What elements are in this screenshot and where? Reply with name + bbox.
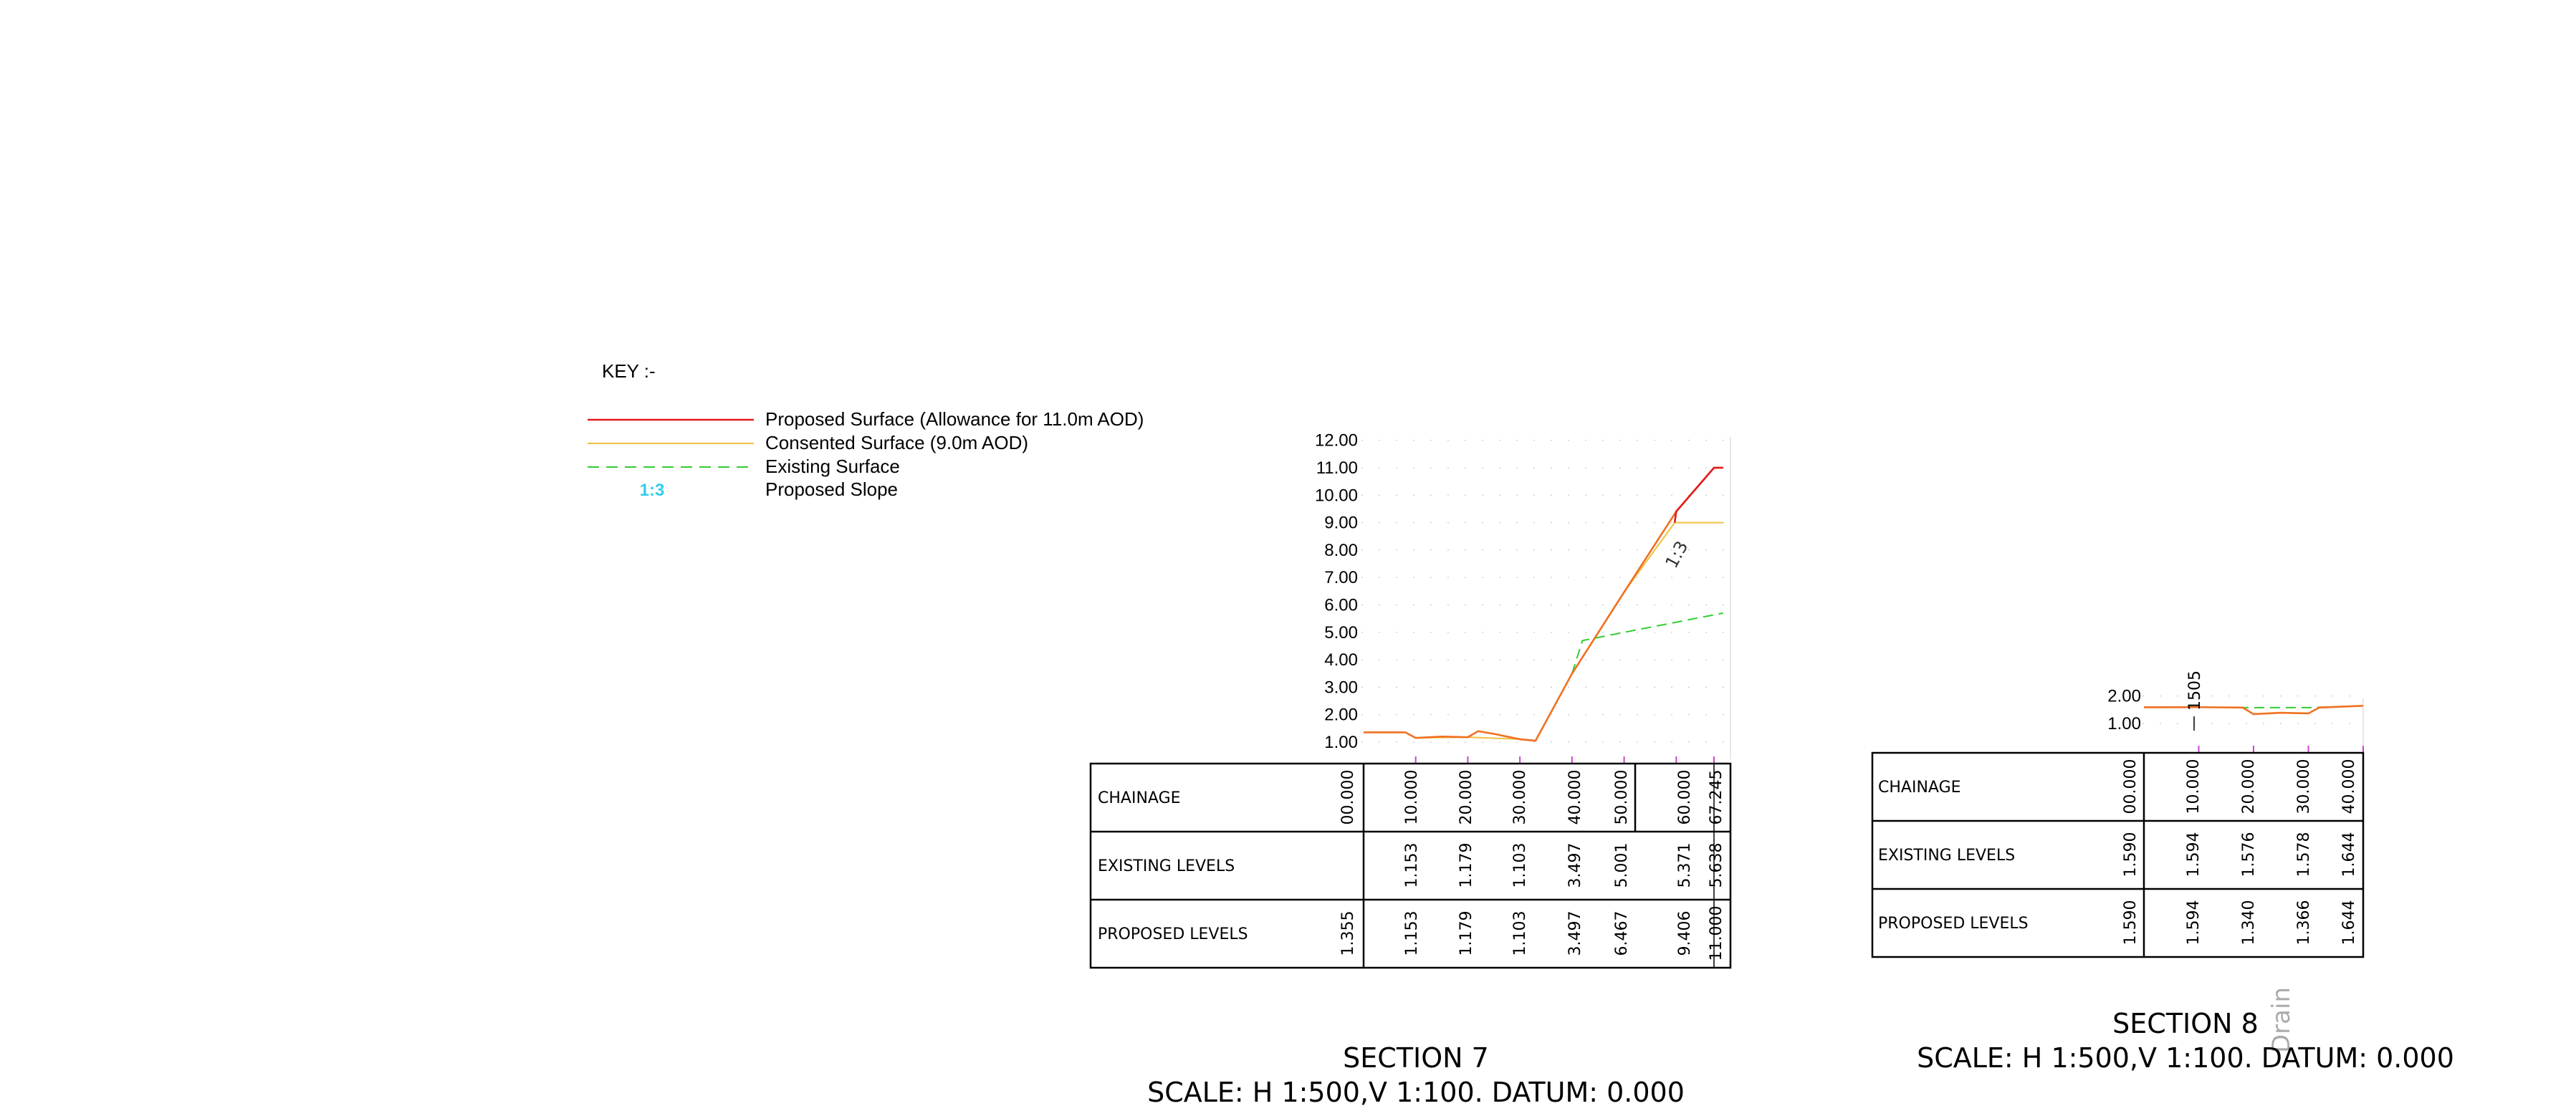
existing-levels-value: 1.153 [1403, 843, 1421, 888]
proposed-surface-upper-line [1673, 466, 1723, 523]
existing-levels-value: 1.576 [2240, 832, 2258, 877]
chainage-value: 20.000 [2240, 759, 2258, 814]
chainage-value: 10.000 [1403, 770, 1421, 825]
proposed-levels-value: 1.366 [2295, 900, 2313, 946]
chainage-value: 10.000 [2185, 759, 2203, 814]
proposed-levels-value: 6.467 [1613, 911, 1631, 956]
y-tick-label: 11.00 [1316, 458, 1358, 478]
y-tick-label: 1.00 [2107, 714, 2141, 733]
proposed-levels-value: 1.590 [2122, 900, 2140, 946]
key-consented-label: Consented Surface (9.0m AOD) [765, 432, 1028, 453]
section-7-title: SECTION 7 [1343, 1042, 1489, 1074]
y-tick-label: 2.00 [2107, 687, 2141, 706]
y-tick-label: 10.00 [1315, 486, 1358, 505]
y-tick-label: 12.00 [1315, 431, 1358, 451]
section-8-table-values: 00.000 10.000 20.000 30.000 40.000 1.590 1.594… [2122, 759, 2358, 946]
section-7-table-frame [1089, 762, 1732, 969]
section-8-proposed-label: PROPOSED LEVELS [1878, 915, 2029, 933]
y-tick-label: 4.00 [1324, 650, 1358, 670]
existing-levels-value: 3.497 [1566, 843, 1584, 888]
y-tick-label: 6.00 [1324, 596, 1358, 615]
existing-levels-value: 5.001 [1613, 843, 1631, 888]
proposed-levels-value: 1.644 [2340, 900, 2358, 946]
existing-levels-value: 1.644 [2340, 832, 2358, 877]
section-7-table: CHAINAGE EXISTING LEVELS PROPOSED LEVELS… [1089, 762, 1732, 969]
key-title: KEY :- [602, 360, 656, 382]
key-legend: KEY :- Proposed Surface (Allowance for 1… [588, 360, 1144, 500]
proposed-surface-line [1364, 466, 1723, 742]
y-tick-label: 9.00 [1324, 514, 1358, 533]
section-8-y-axis: 1.00 2.00 [2107, 687, 2141, 733]
chainage-value: 40.000 [1566, 770, 1584, 825]
section-7: 1.00 2.00 3.00 4.00 5.00 6.00 7.00 8.00 9.00 10.0… [1089, 431, 1732, 1108]
existing-levels-value: 1.594 [2185, 832, 2203, 877]
chainage-value: 30.000 [2295, 759, 2313, 814]
existing-levels-value: 1.103 [1511, 843, 1529, 888]
proposed-levels-value: 1.103 [1511, 911, 1529, 956]
y-tick-label: 5.00 [1324, 623, 1358, 643]
section-8-chainage-label: CHAINAGE [1878, 779, 1961, 797]
section-7-scale: SCALE: H 1:500,V 1:100. DATUM: 0.000 [1147, 1077, 1685, 1108]
chainage-value: 20.000 [1457, 770, 1475, 825]
chainage-value: 40.000 [2340, 759, 2358, 814]
section-7-chainage-label: CHAINAGE [1098, 789, 1181, 807]
chainage-value: 60.000 [1676, 770, 1694, 825]
existing-levels-value: 1.179 [1457, 843, 1475, 888]
y-tick-label: 3.00 [1324, 678, 1358, 697]
chainage-value: 00.000 [2122, 759, 2140, 814]
proposed-levels-value: 3.497 [1566, 911, 1584, 956]
key-existing-label: Existing Surface [765, 456, 900, 477]
existing-surface-line [1571, 612, 1723, 674]
proposed-levels-value: 1.355 [1339, 911, 1357, 956]
chainage-value: 00.000 [1339, 770, 1357, 825]
y-tick-label: 8.00 [1324, 541, 1358, 560]
existing-levels-value: 1.590 [2122, 832, 2140, 877]
section-7-proposed-label: PROPOSED LEVELS [1098, 925, 1248, 943]
section-8: 1.00 2.00 1505 CHAINAGE EXISTING LEVELS P… [1871, 670, 2454, 1074]
section-8-existing-label: EXISTING LEVELS [1878, 847, 2015, 865]
proposed-levels-value: 11.000 [1708, 906, 1725, 961]
section-8-grid [2142, 696, 2364, 753]
section-7-y-axis: 1.00 2.00 3.00 4.00 5.00 6.00 7.00 8.00 9.00 10.0… [1315, 431, 1358, 752]
chainage-value: 67.245 [1708, 770, 1725, 825]
proposed-levels-value: 1.594 [2185, 900, 2203, 946]
section-7-profile-lines [1364, 466, 1723, 742]
proposed-levels-value: 1.340 [2240, 900, 2258, 946]
key-slope-symbol: 1:3 [640, 481, 665, 500]
section-8-drain-label: Drain [2267, 987, 2296, 1053]
proposed-surface-line [2143, 705, 2364, 716]
existing-levels-value: 5.371 [1676, 843, 1694, 888]
proposed-levels-value: 9.406 [1676, 911, 1694, 956]
proposed-levels-value: 1.179 [1457, 911, 1475, 956]
chainage-value: 30.000 [1511, 770, 1529, 825]
y-tick-label: 2.00 [1324, 706, 1358, 725]
section-7-slope-label: 1:3 [1662, 538, 1692, 572]
key-slope-label: Proposed Slope [765, 478, 898, 500]
section-8-annotation: 1505 [2186, 670, 2204, 711]
section-8-title: SECTION 8 [2112, 1008, 2259, 1039]
y-tick-label: 7.00 [1324, 568, 1358, 587]
existing-levels-value: 1.578 [2295, 832, 2313, 877]
chainage-value: 50.000 [1613, 770, 1631, 825]
key-proposed-label: Proposed Surface (Allowance for 11.0m AO… [765, 408, 1144, 430]
section-8-profile-lines [2143, 705, 2364, 716]
section-7-table-values: 00.000 10.000 20.000 30.000 40.000 50.000 60.0… [1339, 770, 1725, 961]
section-8-table: CHAINAGE EXISTING LEVELS PROPOSED LEVELS… [1871, 751, 2365, 958]
proposed-levels-value: 1.153 [1403, 911, 1421, 956]
section-7-grid [1361, 437, 1731, 764]
section-8-scale: SCALE: H 1:500,V 1:100. DATUM: 0.000 [1917, 1042, 2454, 1074]
existing-levels-value: 5.638 [1708, 843, 1725, 888]
section-8-table-frame [1871, 751, 2365, 958]
section-7-existing-label: EXISTING LEVELS [1098, 857, 1235, 875]
y-tick-label: 1.00 [1324, 733, 1358, 752]
